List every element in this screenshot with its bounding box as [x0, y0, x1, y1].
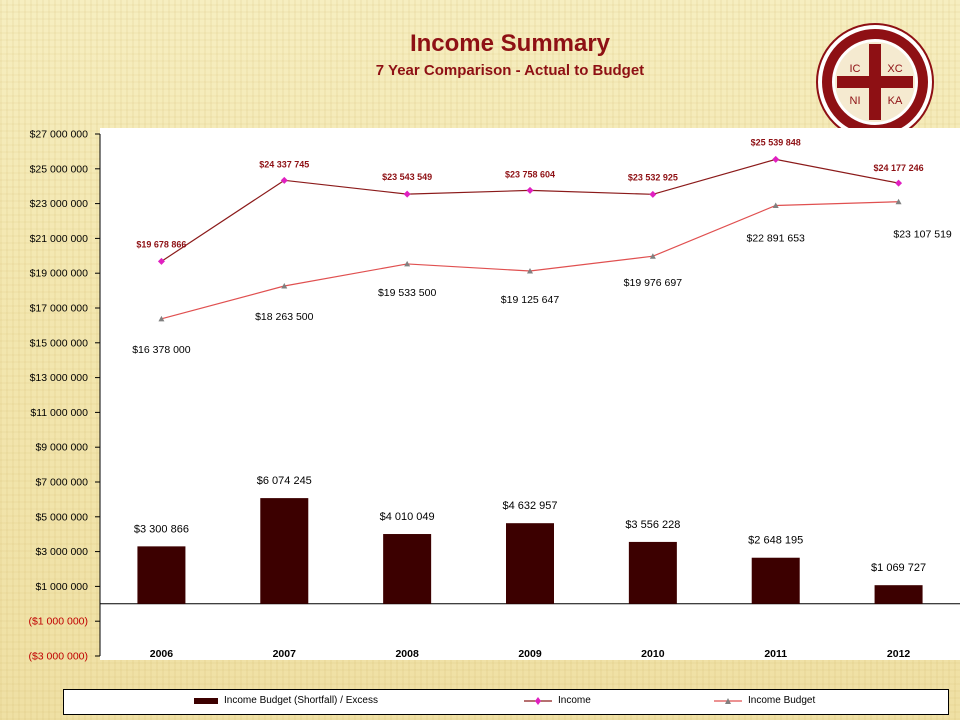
svg-text:IC: IC	[850, 63, 861, 75]
y-tick-label: $15 000 000	[30, 337, 89, 349]
income-marker	[895, 179, 903, 187]
x-tick-label: 2010	[641, 648, 665, 660]
y-tick-label: $5 000 000	[35, 511, 88, 523]
y-tick-label: $7 000 000	[35, 477, 88, 489]
chart-svg: $27 000 000 $25 000 000 $23 000 000 $21 000…	[28, 129, 960, 663]
income-data-label: $25 539 848	[751, 137, 801, 147]
income-budget-data-label: $19 976 697	[624, 277, 683, 289]
income-budget-data-label: $23 107 519	[893, 229, 952, 241]
income-marker	[403, 190, 411, 198]
legend-income-budget-swatch	[714, 697, 742, 704]
x-tick-label: 2009	[518, 648, 542, 660]
income-budget-data-label: $22 891 653	[747, 232, 806, 244]
x-tick-label: 2011	[764, 648, 787, 660]
bar-data-label: $4 632 957	[502, 500, 557, 512]
bar-excess	[506, 523, 554, 604]
bar-data-label: $1 069 727	[871, 562, 926, 574]
x-tick-label: 2012	[887, 648, 911, 660]
legend-item-income: Income	[524, 695, 591, 706]
svg-text:KA: KA	[888, 95, 903, 107]
income-marker	[772, 155, 780, 163]
chart-legend: Income Budget (Shortfall) / Excess Incom…	[63, 689, 949, 715]
income-marker	[649, 190, 657, 198]
income-budget-marker	[404, 260, 411, 267]
legend-bar-swatch	[194, 697, 218, 704]
income-data-label: $23 758 604	[505, 169, 555, 179]
income-budget-marker	[158, 315, 165, 322]
x-tick-label: 2006	[150, 648, 174, 660]
y-tick-label: $27 000 000	[30, 129, 89, 141]
income-data-label: $24 337 745	[259, 159, 309, 169]
archdiocese-seal-logo: IC XC NI KA	[816, 23, 934, 141]
income-budget-data-label: $19 125 647	[501, 294, 560, 306]
y-tick-label: $9 000 000	[35, 442, 88, 454]
x-tick-label: 2007	[273, 648, 297, 660]
y-tick-label: $11 000 000	[30, 407, 88, 419]
income-marker	[157, 257, 165, 265]
income-budget-data-label: $18 263 500	[255, 311, 314, 323]
income-budget-data-label: $19 533 500	[378, 287, 437, 299]
income-data-label: $23 532 925	[628, 172, 678, 182]
x-tick-label: 2008	[395, 648, 419, 660]
bar-data-label: $6 074 245	[257, 475, 312, 487]
income-budget-marker	[281, 283, 288, 289]
y-tick-label: $25 000 000	[30, 163, 89, 175]
bar-excess	[628, 541, 677, 604]
income-data-label: $24 177 246	[874, 163, 924, 173]
income-budget-marker	[772, 202, 779, 208]
legend-label-income-budget: Income Budget	[748, 695, 816, 706]
bar-excess	[874, 585, 923, 604]
bar-data-label: $4 010 049	[380, 511, 435, 523]
income-budget-marker	[895, 198, 902, 205]
y-tick-label: ($1 000 000)	[28, 616, 88, 628]
y-tick-label: ($3 000 000)	[28, 651, 88, 663]
y-tick-label: $1 000 000	[35, 581, 88, 593]
income-marker	[280, 176, 288, 184]
income-data-label: $19 678 866	[136, 239, 186, 249]
y-tick-label: $19 000 000	[30, 268, 89, 280]
bar-excess	[751, 557, 800, 604]
legend-income-swatch	[524, 696, 552, 705]
chart-subtitle: 7 Year Comparison - Actual to Budget	[375, 62, 645, 79]
svg-text:XC: XC	[887, 63, 902, 75]
bar-excess	[137, 546, 186, 604]
legend-label-bars: Income Budget (Shortfall) / Excess	[224, 695, 378, 706]
bar-data-label: $3 300 866	[134, 523, 189, 535]
bar-data-label: $2 648 195	[748, 535, 803, 547]
income-data-label: $23 543 549	[382, 172, 432, 182]
legend-label-income: Income	[558, 695, 591, 706]
y-tick-label: $21 000 000	[30, 233, 89, 245]
income-budget-data-label: $16 378 000	[132, 344, 191, 356]
income-budget-marker	[649, 253, 656, 259]
y-tick-label: $13 000 000	[30, 372, 89, 384]
income-marker	[526, 186, 534, 194]
income-budget-marker	[527, 268, 533, 274]
y-tick-label: $3 000 000	[35, 546, 88, 558]
legend-item-income-budget: Income Budget	[714, 695, 815, 706]
chart-title: Income Summary	[409, 30, 611, 57]
bar-excess	[383, 534, 432, 604]
bar-excess	[260, 498, 309, 604]
y-tick-label: $17 000 000	[30, 303, 89, 315]
y-tick-label: $23 000 000	[30, 198, 89, 210]
svg-text:NI: NI	[850, 95, 861, 107]
legend-item-bars: Income Budget (Shortfall) / Excess	[194, 695, 378, 706]
bar-data-label: $3 556 228	[625, 519, 680, 531]
